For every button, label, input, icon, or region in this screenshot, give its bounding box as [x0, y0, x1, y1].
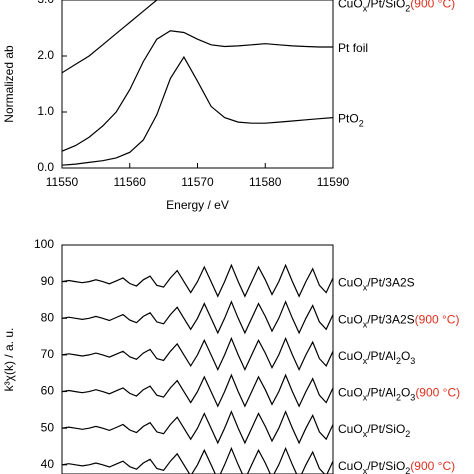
series-label: PtO2	[338, 112, 364, 129]
y-axis-label: Normalized ab	[2, 45, 16, 123]
series-label: CuOx/Pt/Al2O3(900 °C)	[338, 386, 460, 403]
y-tick-label: 50	[41, 420, 55, 434]
y-axis-label: k³χ(k) / a. u.	[2, 328, 16, 392]
series-line	[62, 55, 333, 166]
x-tick-label: 11590	[317, 175, 350, 189]
series-line	[62, 410, 333, 445]
y-tick-label: 60	[41, 384, 55, 398]
y-tick-label: 90	[41, 274, 55, 288]
y-tick-label: 100	[34, 237, 54, 251]
series-line	[62, 336, 333, 372]
series-label: CuOx/Pt/3A2S	[338, 276, 415, 293]
x-axis-label: Energy / eV	[166, 198, 229, 212]
plot-frame	[61, 0, 334, 169]
series-label: CuOx/Pt/SiO2(900 °C)	[338, 0, 455, 14]
x-tick-label: 11560	[114, 175, 147, 189]
series-line	[62, 0, 159, 74]
series-line	[62, 446, 333, 474]
y-tick-label: 1.0	[37, 104, 54, 118]
y-tick-label: 0.0	[37, 160, 54, 174]
series-label: CuOx/Pt/SiO2	[338, 422, 410, 439]
series-label: CuOx/Pt/3A2S(900 °C)	[338, 312, 459, 329]
x-tick-label: 11570	[181, 175, 214, 189]
series-line	[62, 373, 333, 408]
series-line	[62, 30, 333, 152]
y-tick-label: 3.0	[37, 0, 54, 6]
y-tick-label: 80	[41, 310, 55, 324]
plot-area	[62, 263, 333, 474]
x-tick-label: 11550	[46, 175, 79, 189]
series-label: Pt foil	[338, 41, 368, 55]
series-line	[62, 300, 333, 335]
series-line	[62, 263, 333, 298]
y-tick-label: 70	[41, 347, 55, 361]
plot-area	[62, 0, 333, 166]
x-tick-label: 11580	[249, 175, 282, 189]
y-tick-label: 2.0	[37, 48, 54, 62]
y-tick-label: 40	[41, 457, 55, 471]
plot-frame	[61, 244, 334, 474]
series-label: CuOx/Pt/Al2O3	[338, 349, 415, 366]
series-label: CuOx/Pt/SiO2(900 °C)	[338, 459, 455, 474]
